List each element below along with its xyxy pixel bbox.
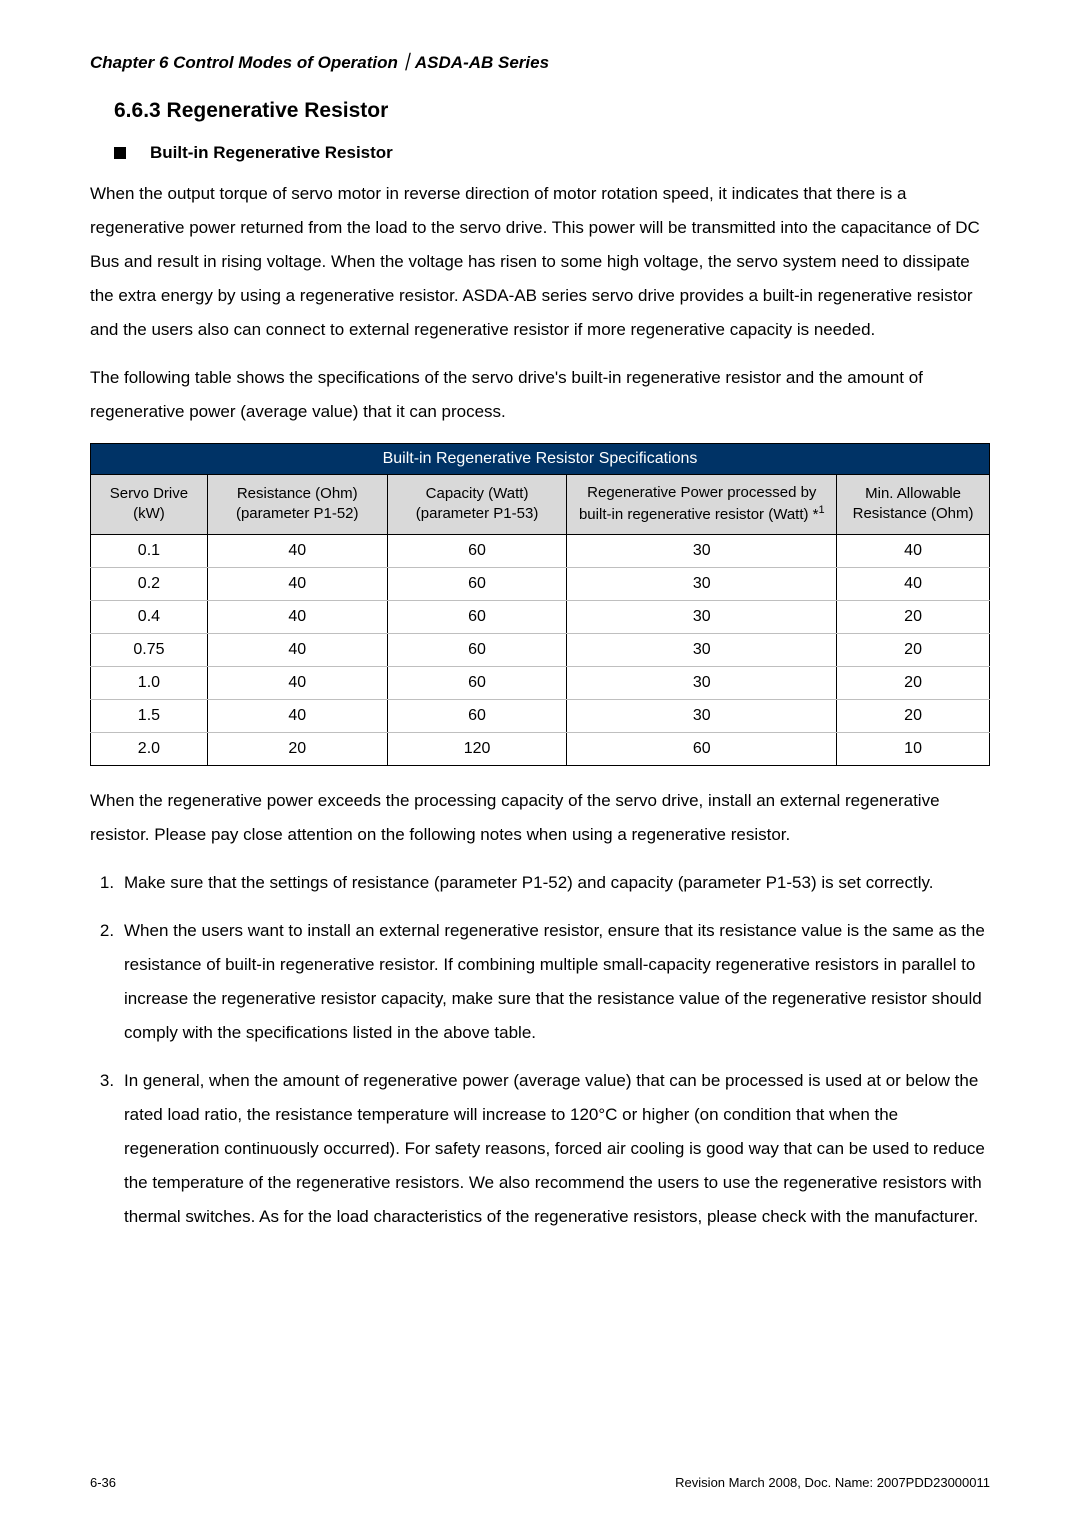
footer-page-number: 6-36 — [90, 1475, 116, 1490]
cell: 10 — [837, 732, 990, 765]
sub-heading: Built-in Regenerative Resistor — [150, 143, 393, 163]
table-row: 0.75 40 60 30 20 — [91, 633, 990, 666]
col-servo-drive: Servo Drive (kW) — [91, 475, 208, 535]
cell: 60 — [387, 567, 567, 600]
footer-revision: Revision March 2008, Doc. Name: 2007PDD2… — [675, 1475, 990, 1490]
cell: 40 — [837, 567, 990, 600]
cell: 30 — [567, 600, 837, 633]
col-resistance: Resistance (Ohm) (parameter P1-52) — [207, 475, 387, 535]
cell: 1.0 — [91, 666, 208, 699]
table-row: 0.4 40 60 30 20 — [91, 600, 990, 633]
section-heading: 6.6.3 Regenerative Resistor — [114, 99, 990, 123]
list-text: Make sure that the settings of resistanc… — [124, 866, 990, 900]
col-regen-power: Regenerative Power processed by built-in… — [567, 475, 837, 535]
cell: 30 — [567, 534, 837, 567]
list-number: 2. — [90, 914, 124, 1050]
table-row: 0.1 40 60 30 40 — [91, 534, 990, 567]
regen-table: Built-in Regenerative Resistor Specifica… — [90, 443, 990, 766]
list-number: 3. — [90, 1064, 124, 1234]
table-row: 1.0 40 60 30 20 — [91, 666, 990, 699]
bullet-square-icon — [114, 147, 126, 159]
cell: 20 — [837, 666, 990, 699]
list-item: 3. In general, when the amount of regene… — [90, 1064, 990, 1234]
table-row: 2.0 20 120 60 10 — [91, 732, 990, 765]
cell: 40 — [207, 666, 387, 699]
paragraph-3: When the regenerative power exceeds the … — [90, 784, 990, 852]
col-regen-power-sup: 1 — [819, 504, 825, 516]
cell: 40 — [207, 633, 387, 666]
sub-heading-row: Built-in Regenerative Resistor — [114, 143, 990, 163]
cell: 40 — [207, 699, 387, 732]
cell: 0.2 — [91, 567, 208, 600]
cell: 0.75 — [91, 633, 208, 666]
cell: 0.4 — [91, 600, 208, 633]
cell: 60 — [387, 633, 567, 666]
cell: 20 — [207, 732, 387, 765]
cell: 30 — [567, 666, 837, 699]
col-capacity: Capacity (Watt) (parameter P1-53) — [387, 475, 567, 535]
paragraph-1: When the output torque of servo motor in… — [90, 177, 990, 347]
cell: 120 — [387, 732, 567, 765]
cell: 60 — [387, 600, 567, 633]
cell: 60 — [387, 699, 567, 732]
chapter-header: Chapter 6 Control Modes of Operation｜ASD… — [90, 48, 990, 73]
list-text: In general, when the amount of regenerat… — [124, 1064, 990, 1234]
numbered-list: 1. Make sure that the settings of resist… — [90, 866, 990, 1234]
cell: 40 — [207, 567, 387, 600]
spec-table: Built-in Regenerative Resistor Specifica… — [90, 443, 990, 766]
cell: 30 — [567, 633, 837, 666]
paragraph-2: The following table shows the specificat… — [90, 361, 990, 429]
cell: 20 — [837, 633, 990, 666]
list-text: When the users want to install an extern… — [124, 914, 990, 1050]
cell: 40 — [207, 534, 387, 567]
cell: 30 — [567, 567, 837, 600]
cell: 40 — [837, 534, 990, 567]
cell: 60 — [387, 534, 567, 567]
cell: 60 — [567, 732, 837, 765]
table-row: 0.2 40 60 30 40 — [91, 567, 990, 600]
page: Chapter 6 Control Modes of Operation｜ASD… — [0, 0, 1080, 1528]
cell: 30 — [567, 699, 837, 732]
cell: 40 — [207, 600, 387, 633]
cell: 0.1 — [91, 534, 208, 567]
table-title: Built-in Regenerative Resistor Specifica… — [91, 444, 990, 475]
col-regen-power-text: Regenerative Power processed by built-in… — [579, 484, 819, 523]
cell: 20 — [837, 600, 990, 633]
col-min-resistance: Min. Allowable Resistance (Ohm) — [837, 475, 990, 535]
cell: 20 — [837, 699, 990, 732]
cell: 2.0 — [91, 732, 208, 765]
cell: 60 — [387, 666, 567, 699]
cell: 1.5 — [91, 699, 208, 732]
list-number: 1. — [90, 866, 124, 900]
table-body: 0.1 40 60 30 40 0.2 40 60 30 40 0.4 40 6… — [91, 534, 990, 765]
list-item: 1. Make sure that the settings of resist… — [90, 866, 990, 900]
list-item: 2. When the users want to install an ext… — [90, 914, 990, 1050]
page-footer: 6-36 Revision March 2008, Doc. Name: 200… — [90, 1475, 990, 1490]
table-row: 1.5 40 60 30 20 — [91, 699, 990, 732]
